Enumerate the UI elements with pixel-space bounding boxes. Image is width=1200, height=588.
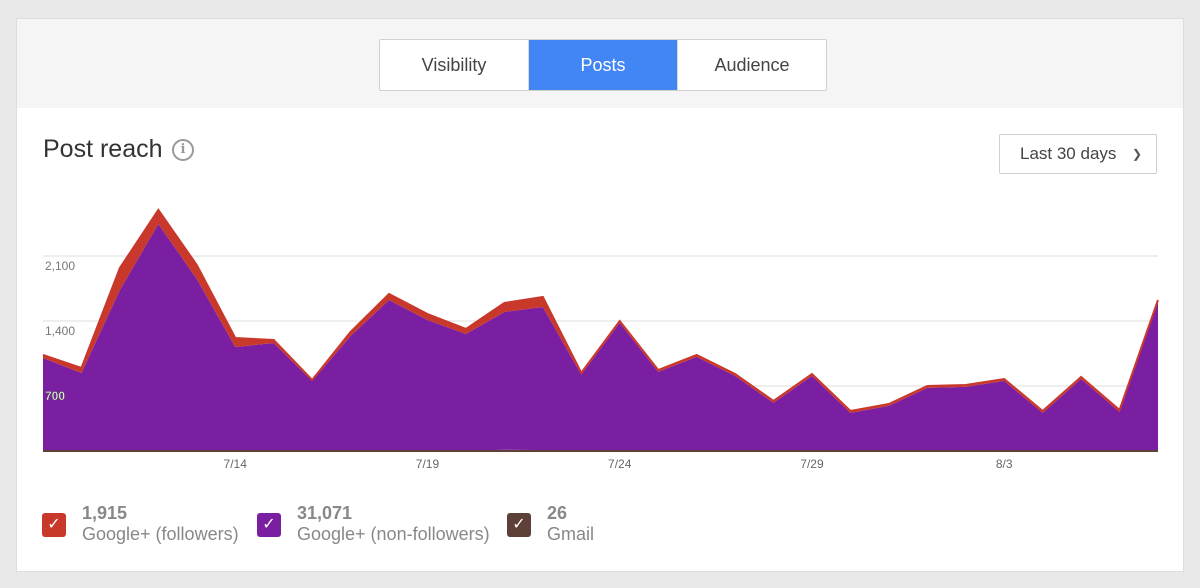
line-followers — [42, 208, 1159, 413]
legend-item-nonfollowers[interactable]: ✓ 31,071 Google+ (non-followers) — [257, 503, 490, 545]
x-tick-label: 8/3 — [996, 457, 1013, 471]
y-tick-label: 700 — [45, 389, 65, 403]
checkbox-nonfollowers[interactable]: ✓ — [257, 513, 281, 537]
legend-item-gmail[interactable]: ✓ 26 Gmail — [507, 503, 594, 545]
page-title: Post reach — [43, 135, 163, 163]
legend-total: 1,915 — [82, 503, 128, 523]
tab-group: Visibility Posts Audience — [379, 39, 827, 91]
legend-item-followers[interactable]: ✓ 1,915 Google+ (followers) — [42, 503, 239, 545]
checkbox-followers[interactable]: ✓ — [42, 513, 66, 537]
tab-audience[interactable]: Audience — [714, 55, 790, 75]
legend-total: 31,071 — [297, 503, 353, 523]
date-range-label: Last 30 days — [1020, 144, 1117, 163]
x-tick-label: 7/14 — [224, 457, 248, 471]
legend-label: Google+ (followers) — [82, 524, 239, 544]
tab-bar: Visibility Posts Audience — [17, 19, 1183, 108]
y-tick-label: 2,100 — [45, 259, 75, 273]
x-tick-label: 7/24 — [608, 457, 632, 471]
info-icon[interactable]: i — [172, 139, 194, 161]
legend-label: Gmail — [547, 524, 595, 544]
date-range-dropdown[interactable]: Last 30 days ❯ — [999, 134, 1157, 174]
x-tick-label: 7/29 — [800, 457, 824, 471]
chevron-down-icon: ❯ — [1131, 147, 1142, 161]
area-followers — [43, 209, 1158, 413]
area-nonfollowers — [43, 223, 1158, 451]
y-tick-label: 1,400 — [45, 324, 75, 338]
tab-posts[interactable]: Posts — [529, 40, 678, 90]
x-tick-label: 7/19 — [416, 457, 440, 471]
legend-total: 26 — [547, 503, 568, 523]
tab-visibility[interactable]: Visibility — [380, 40, 529, 90]
legend-label: Google+ (non-followers) — [297, 524, 490, 544]
checkbox-gmail[interactable]: ✓ — [507, 513, 531, 537]
